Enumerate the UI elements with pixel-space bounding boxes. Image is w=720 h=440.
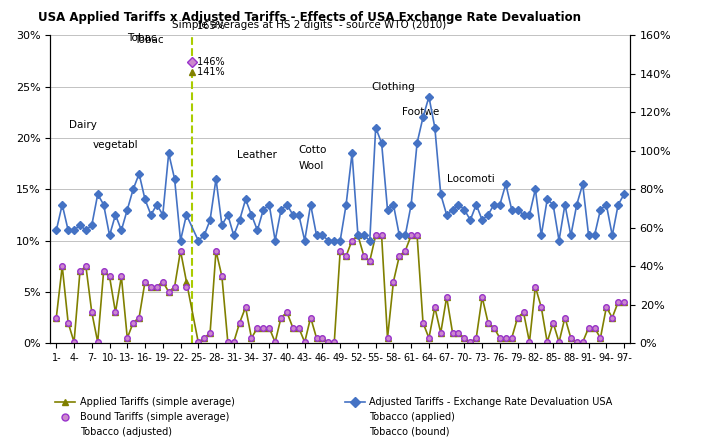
Text: Footwe: Footwe bbox=[402, 107, 439, 117]
Text: 146%: 146% bbox=[194, 57, 225, 67]
Text: Leather: Leather bbox=[237, 150, 276, 161]
Text: vegetabl: vegetabl bbox=[93, 140, 139, 150]
Text: Wool: Wool bbox=[299, 161, 324, 171]
Text: Clothing: Clothing bbox=[371, 82, 415, 92]
Text: Cotto: Cotto bbox=[299, 145, 327, 155]
Text: 165%: 165% bbox=[194, 21, 225, 30]
Text: 141%: 141% bbox=[194, 67, 225, 77]
Text: Locomoti: Locomoti bbox=[446, 174, 495, 184]
Text: Dairy: Dairy bbox=[69, 120, 97, 130]
Legend: Adjusted Tariffs - Exchange Rate Devaluation USA, Tobacco (applied), Tobacco (bo: Adjusted Tariffs - Exchange Rate Devalua… bbox=[345, 397, 613, 437]
Text: USA Applied Tariffs x Adjusted Tariffs - Effects of USA Exchange Rate Devaluatio: USA Applied Tariffs x Adjusted Tariffs -… bbox=[38, 11, 581, 24]
Text: Tobac: Tobac bbox=[127, 33, 157, 44]
Text: Tobac: Tobac bbox=[135, 35, 164, 45]
Text: Simple averages at HS 2 digits  - source WTO (2010): Simple averages at HS 2 digits - source … bbox=[173, 20, 446, 30]
